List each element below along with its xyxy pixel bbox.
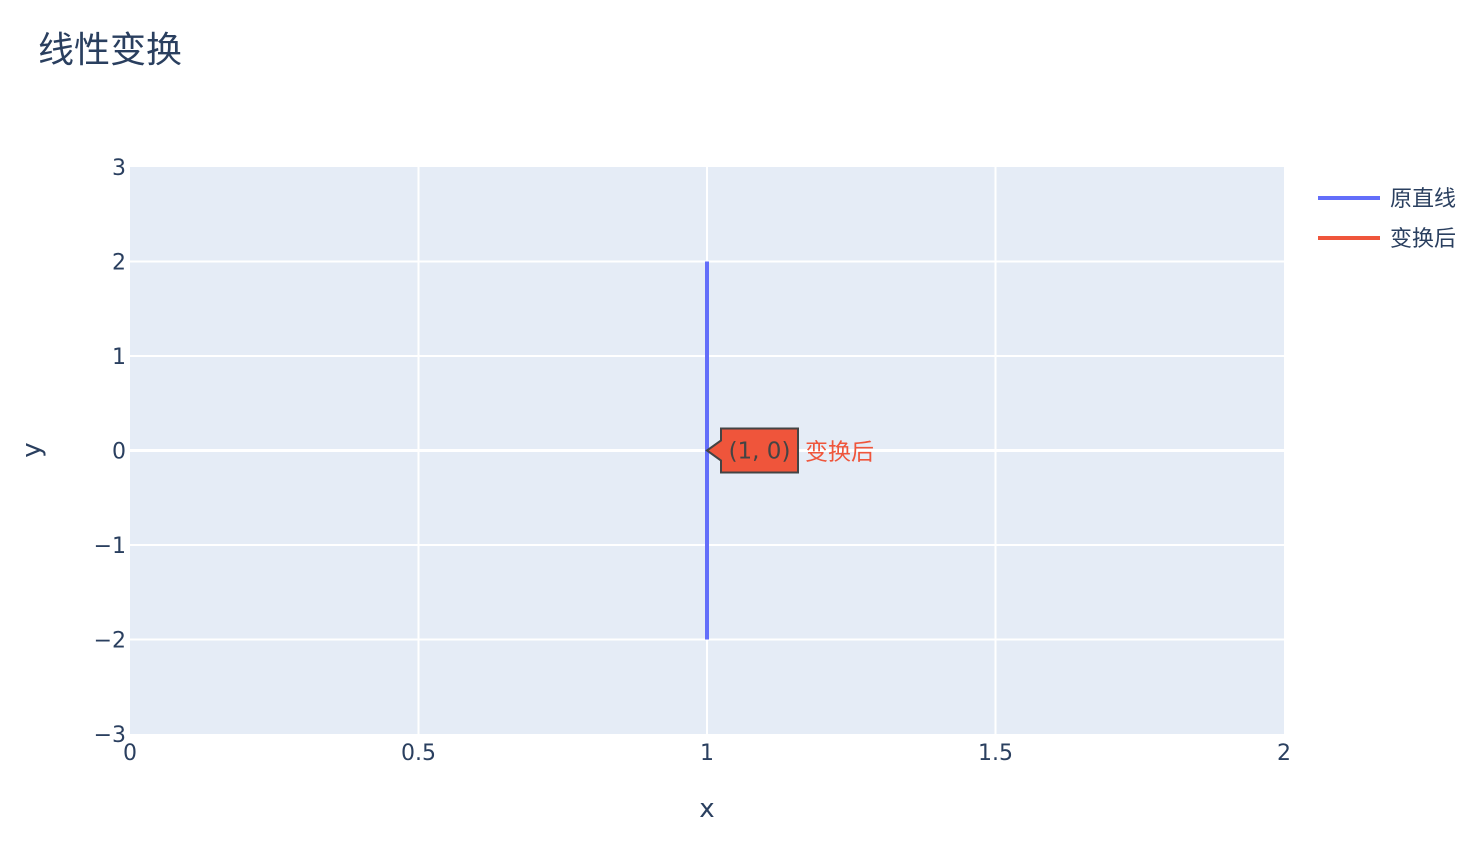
- y-tick-label-3: 0: [112, 440, 126, 465]
- x-tick-label-0: 0: [123, 741, 137, 766]
- y-tick-label-6: −3: [94, 723, 126, 748]
- y-axis-ticks: 3 2 1 0 −1 −2 −3: [94, 156, 126, 748]
- legend-item-0[interactable]: 原直线: [1318, 187, 1456, 212]
- y-tick-label-5: −2: [94, 629, 126, 654]
- y-tick-label-2: 1: [112, 345, 126, 370]
- y-tick-label-4: −1: [94, 534, 126, 559]
- x-tick-label-2: 1: [700, 741, 714, 766]
- y-axis-title: y: [17, 442, 47, 457]
- x-axis-title: x: [699, 794, 714, 824]
- hover-tooltip: (1, 0) 变换后: [705, 427, 874, 474]
- legend-item-1[interactable]: 变换后: [1318, 227, 1456, 252]
- x-tick-label-3: 1.5: [978, 741, 1013, 766]
- x-tick-label-4: 2: [1277, 741, 1291, 766]
- hover-value-text: (1, 0): [729, 439, 791, 465]
- y-tick-label-0: 3: [112, 156, 126, 181]
- legend-label-0: 原直线: [1390, 187, 1456, 212]
- y-tick-label-1: 2: [112, 251, 126, 276]
- chart-title: 线性变换: [38, 30, 182, 71]
- hover-series-name: 变换后: [805, 440, 874, 466]
- legend-label-1: 变换后: [1390, 227, 1456, 252]
- x-axis-ticks: 0 0.5 1 1.5 2: [123, 741, 1291, 766]
- hover-box: [705, 427, 799, 474]
- x-tick-label-1: 0.5: [401, 741, 436, 766]
